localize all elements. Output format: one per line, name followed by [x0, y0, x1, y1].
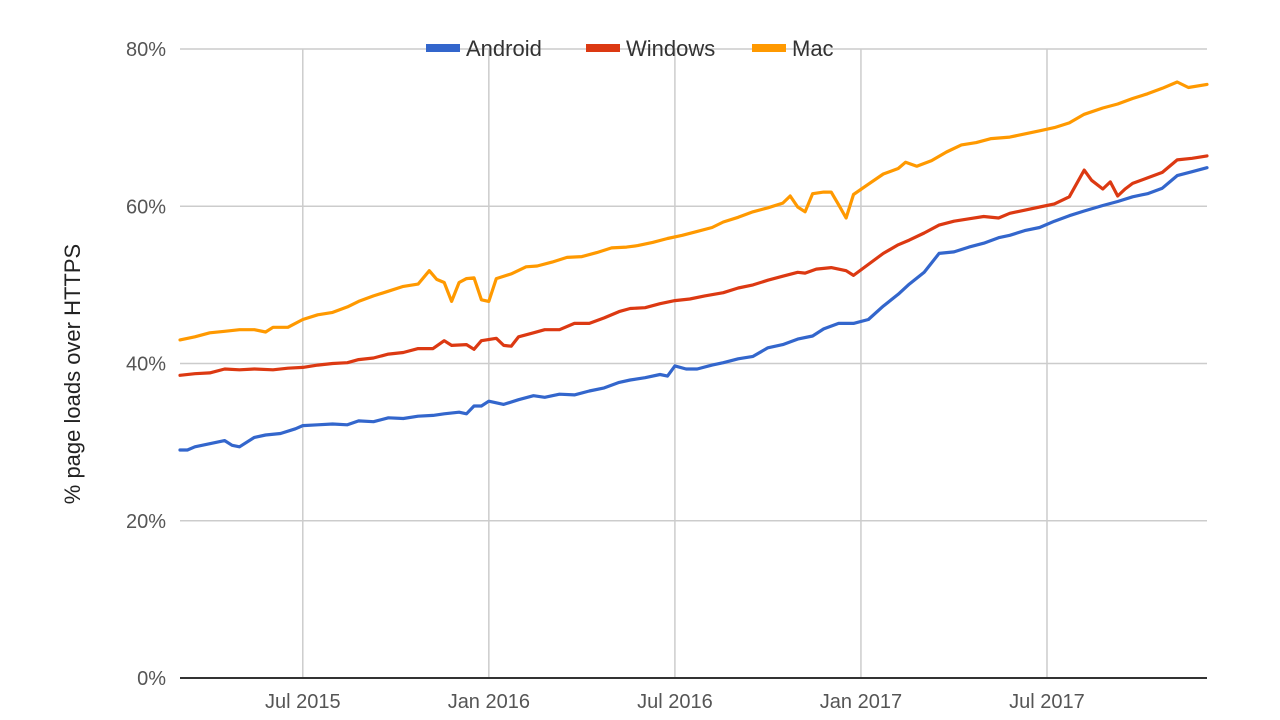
series-layer [178, 80, 1209, 452]
y-tick-label: 60% [126, 196, 166, 218]
x-tick-label: Jul 2016 [637, 691, 713, 713]
legend-swatch-mac [752, 44, 786, 52]
axis-layer: 0% 20% 40% 60% 80% Jul 2015 Jan 2016 Jul 2016 Ja… [126, 39, 1207, 713]
y-tick-label: 0% [137, 668, 166, 690]
grid-layer [180, 48, 1207, 678]
legend-swatch-android [426, 44, 460, 52]
legend-label-windows: Windows [626, 36, 715, 61]
series-line-mac [178, 80, 1209, 342]
x-tick-label: Jan 2016 [448, 691, 530, 713]
legend-label-android: Android [466, 36, 542, 61]
y-tick-label: 80% [126, 39, 166, 61]
x-tick-label: Jul 2015 [265, 691, 341, 713]
series-line-android [178, 166, 1209, 452]
series-line-windows [178, 154, 1209, 377]
legend-label-mac: Mac [792, 36, 834, 61]
x-tick-label: Jul 2017 [1009, 691, 1085, 713]
y-tick-label: 20% [126, 511, 166, 533]
legend-swatch-windows [586, 44, 620, 52]
legend: Android Windows Mac [426, 36, 834, 61]
x-tick-label: Jan 2017 [820, 691, 902, 713]
y-tick-label: 40% [126, 354, 166, 376]
y-axis-title: % page loads over HTTPS [60, 244, 85, 504]
